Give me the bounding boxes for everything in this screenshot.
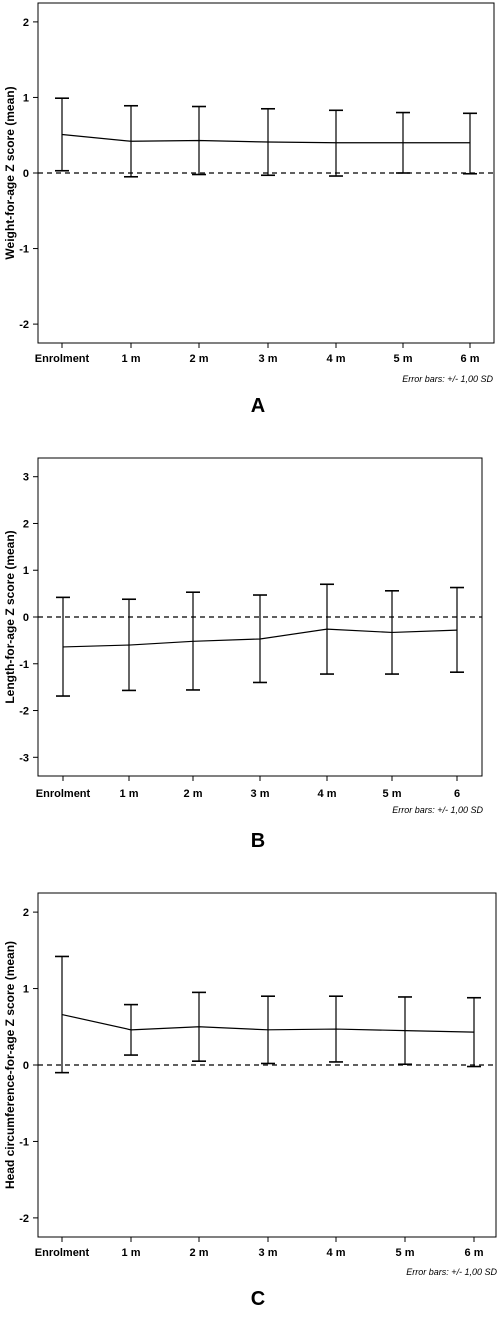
x-tick-label: 3 m: [251, 788, 270, 800]
chart-b: -3 -2 -1 0 1 2 3 Enrolment 1 m 2 m 3 m 4 m 5 m 6 Lengt…: [3, 457, 483, 852]
y-tick-label: -1: [19, 244, 29, 256]
x-tick-label: 6: [454, 788, 460, 800]
x-tick-label: 4 m: [327, 353, 346, 365]
chart-a: -2 -1 0 1 2 Enrolment 1 m 2 m 3 m 4 m 5 m 6 m Weight…: [3, 2, 495, 417]
x-tick-label: 1 m: [122, 1247, 141, 1259]
panel-label: A: [251, 395, 265, 417]
panel-b: -3 -2 -1 0 1 2 3 Enrolment 1 m 2 m 3 m 4 m 5 m 6 Lengt…: [0, 440, 500, 880]
error-bar-note: Error bars: +/- 1,00 SD: [406, 1267, 497, 1277]
y-tick-label: -2: [19, 1213, 29, 1225]
y-tick-label: -3: [19, 752, 29, 764]
y-tick-label: -2: [19, 319, 29, 331]
x-tick-label: 4 m: [327, 1247, 346, 1259]
x-tick-label: 3 m: [259, 1247, 278, 1259]
y-tick-label: 2: [23, 17, 29, 29]
chart-c: -2 -1 0 1 2 Enrolment 1 m 2 m 3 m 4 m 5 m 6 m Head c…: [3, 892, 497, 1310]
x-tick-label: 1 m: [122, 353, 141, 365]
panel-label: B: [251, 830, 265, 852]
x-tick-label: 6 m: [465, 1247, 484, 1259]
y-tick-label: 3: [23, 472, 29, 484]
y-tick-label: -1: [19, 1136, 29, 1148]
y-axis-label: Length-for-age Z score (mean): [3, 530, 17, 703]
y-axis-label: Weight-for-age Z score (mean): [3, 86, 17, 259]
y-tick-label: 2: [23, 518, 29, 530]
x-tick-label: Enrolment: [35, 353, 90, 365]
error-bar-note: Error bars: +/- 1,00 SD: [392, 805, 483, 815]
mean-line: [62, 628, 458, 648]
x-tick-label: 5 m: [394, 353, 413, 365]
y-tick-label: 2: [23, 907, 29, 919]
x-tick-label: Enrolment: [36, 788, 91, 800]
x-tick-label: 3 m: [259, 353, 278, 365]
x-tick-label: 2 m: [190, 353, 209, 365]
x-tick-label: 2 m: [184, 788, 203, 800]
x-tick-label: Enrolment: [35, 1247, 90, 1259]
y-tick-label: -2: [19, 706, 29, 718]
y-tick-label: 1: [23, 565, 29, 577]
error-bar-note: Error bars: +/- 1,00 SD: [402, 374, 493, 384]
x-tick-label: 4 m: [318, 788, 337, 800]
panel-label: C: [251, 1288, 265, 1310]
y-tick-label: 1: [23, 984, 29, 996]
y-tick-label: 0: [23, 612, 29, 624]
x-tick-label: 2 m: [190, 1247, 209, 1259]
mean-line: [61, 133, 470, 144]
y-tick-label: 0: [23, 168, 29, 180]
y-tick-label: -1: [19, 659, 29, 671]
x-tick-label: 1 m: [120, 788, 139, 800]
mean-line: [61, 1013, 475, 1033]
panel-c: -2 -1 0 1 2 Enrolment 1 m 2 m 3 m 4 m 5 m 6 m Head c…: [0, 880, 500, 1319]
x-tick-label: 6 m: [461, 353, 480, 365]
x-tick-label: 5 m: [383, 788, 402, 800]
panel-a: -2 -1 0 1 2 Enrolment 1 m 2 m 3 m 4 m 5 m 6 m Weight…: [0, 0, 500, 440]
y-tick-label: 0: [23, 1060, 29, 1072]
x-tick-label: 5 m: [396, 1247, 415, 1259]
y-axis-label: Head circumference-for-age Z score (mean…: [3, 941, 17, 1189]
y-tick-label: 1: [23, 92, 29, 104]
